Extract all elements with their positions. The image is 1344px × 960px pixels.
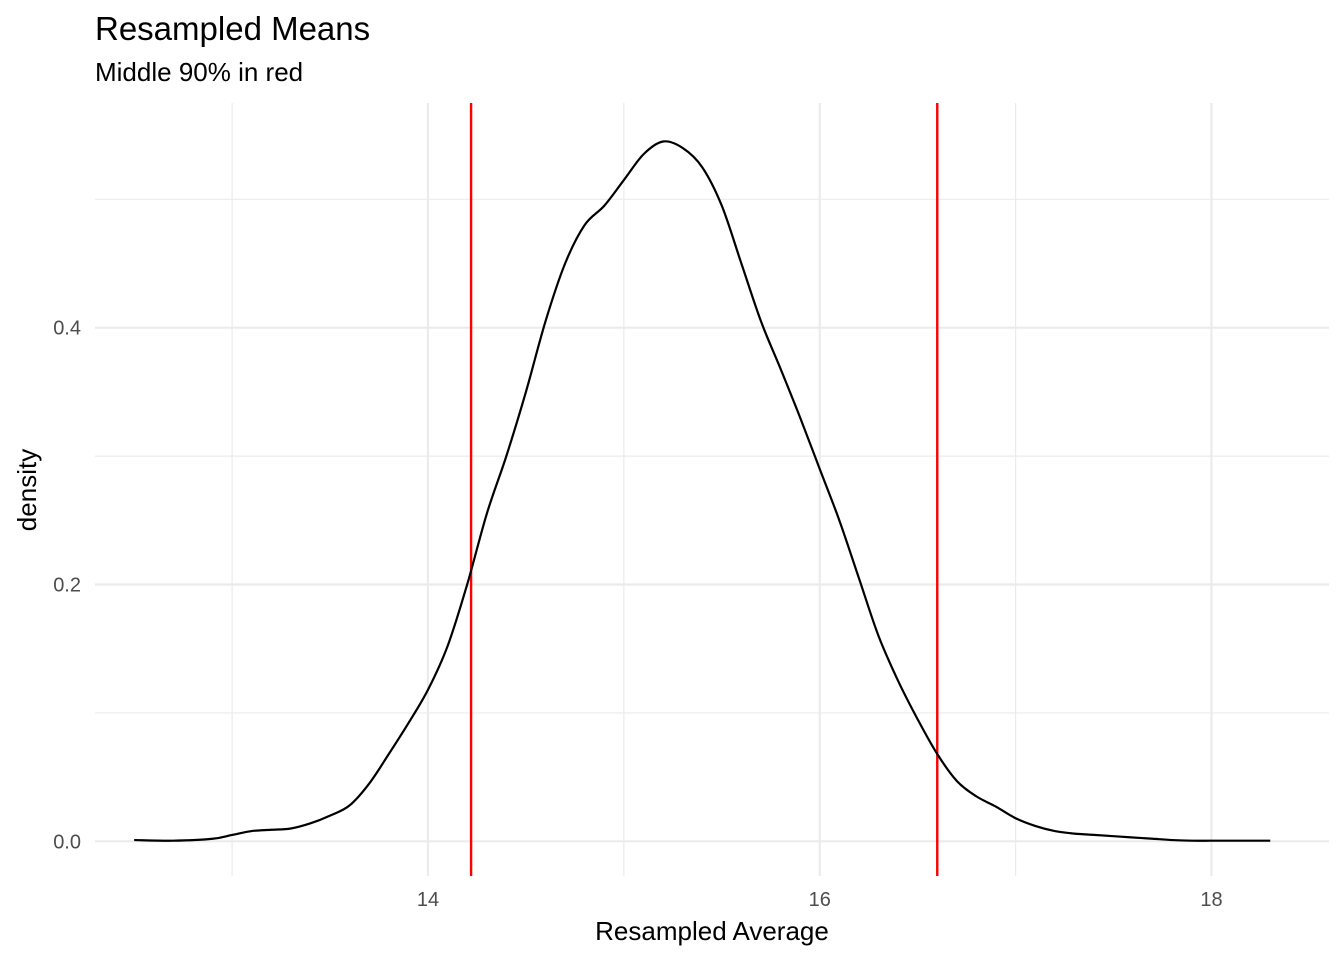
x-tick-label: 14: [417, 889, 439, 911]
y-tick-label: 0.2: [53, 575, 81, 597]
y-tick-label: 0.0: [53, 831, 81, 853]
chart-title: Resampled Means: [95, 10, 370, 47]
x-tick-label: 18: [1200, 889, 1222, 911]
tick-labels: 14 16 18 0.0 0.2 0.4: [53, 318, 1222, 911]
grid: [95, 103, 1329, 876]
y-tick-label: 0.4: [53, 318, 81, 340]
density-curve-layer: [134, 140, 1271, 842]
interval-lines: [469, 103, 939, 876]
y-axis-title: density: [12, 449, 42, 531]
x-axis-title: Resampled Average: [595, 916, 829, 946]
x-tick-label: 16: [809, 889, 831, 911]
density-curve: [134, 140, 1271, 842]
chart-subtitle: Middle 90% in red: [95, 57, 303, 87]
